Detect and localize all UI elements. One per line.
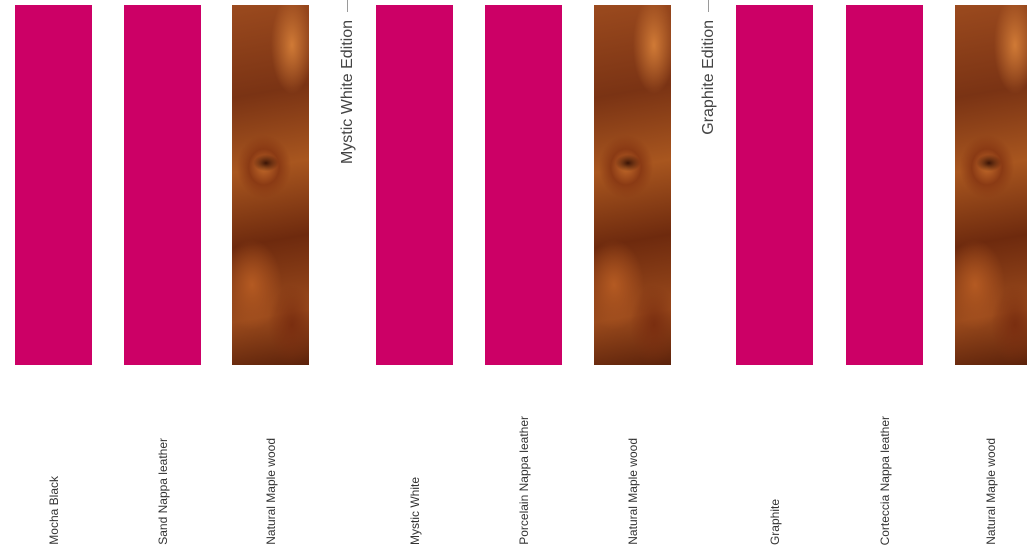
swatch-label-text: Porcelain Nappa leather [516,416,531,545]
edition-title: Mystic White Edition [339,20,356,165]
swatch-label: Mystic White [376,380,453,545]
edition-title: Graphite Edition [700,20,717,135]
swatch-label-text: Mystic White [407,476,422,545]
edition-divider [347,0,348,12]
swatch-label: Graphite [736,380,813,545]
edition-divider [708,0,709,12]
swatch-label-text: Graphite [767,498,782,545]
swatch-mocha-black[interactable] [15,5,92,365]
swatch-graphite[interactable] [736,5,813,365]
swatch-label: Corteccia Nappa leather [846,380,923,545]
swatch-porcelain-nappa-leather[interactable] [485,5,562,365]
swatch-label-text: Corteccia Nappa leather [877,415,892,545]
swatch-label-text: Sand Nappa leather [155,438,170,545]
edition-heading-mystic-white: Mystic White Edition [333,0,363,215]
swatch-label: Natural Maple wood [594,380,671,545]
swatch-natural-maple-wood[interactable] [955,5,1027,365]
swatch-natural-maple-wood[interactable] [232,5,309,365]
swatch-label: Natural Maple wood [955,380,1027,545]
swatch-corteccia-nappa-leather[interactable] [846,5,923,365]
swatch-label-text: Natural Maple wood [263,438,278,545]
swatch-label: Mocha Black [15,380,92,545]
swatch-label-text: Natural Maple wood [625,438,640,545]
swatch-mystic-white[interactable] [376,5,453,365]
swatch-label-text: Mocha Black [46,476,61,545]
swatch-label: Natural Maple wood [232,380,309,545]
swatch-sand-nappa-leather[interactable] [124,5,201,365]
swatch-label: Porcelain Nappa leather [485,380,562,545]
swatch-label-text: Natural Maple wood [984,438,998,545]
swatch-label: Sand Nappa leather [124,380,201,545]
swatch-natural-maple-wood[interactable] [594,5,671,365]
edition-heading-graphite: Graphite Edition [694,0,724,215]
